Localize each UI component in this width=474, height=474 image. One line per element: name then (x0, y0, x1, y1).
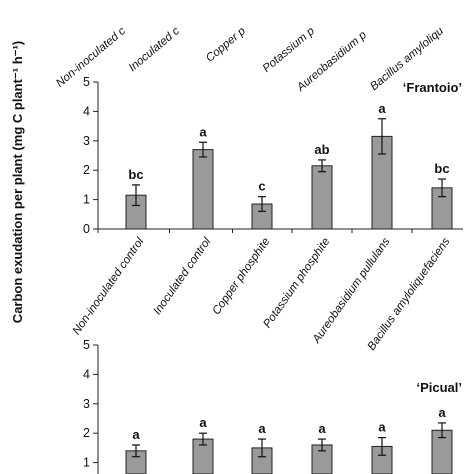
y-tick-label: 4 (83, 104, 90, 118)
top-category-label: Non-inoculated c (54, 25, 128, 90)
y-tick-label: 3 (83, 397, 90, 411)
y-tick-label: 3 (83, 134, 90, 148)
significance-letter: a (318, 421, 326, 436)
significance-letter: ab (314, 142, 329, 157)
y-tick-label: 0 (83, 222, 90, 236)
significance-letter: bc (434, 161, 449, 176)
bar (311, 165, 333, 230)
y-tick-label: 1 (83, 193, 90, 207)
significance-letter: a (199, 415, 207, 430)
y-tick-label: 5 (83, 338, 90, 352)
frantoio-panel: 0 1 2 3 4 5 ‘Frantoio’ bc a c ab a bc Non-inoculated … (71, 75, 463, 353)
bar (192, 149, 214, 230)
category-label: Non-inoculated control (71, 235, 147, 337)
panel-title: ‘Frantoio’ (403, 80, 462, 95)
top-category-label: Potassium p (261, 25, 318, 75)
y-tick-label: 2 (83, 426, 90, 440)
y-axis-label: Carbon exudation per plant (mg C plant⁻¹… (10, 41, 25, 323)
category-label: Inoculated control (152, 235, 214, 317)
top-category-label: Copper p (204, 25, 248, 65)
significance-letter: a (132, 427, 140, 442)
significance-letter: c (258, 179, 265, 194)
y-tick-label: 2 (83, 163, 90, 177)
significance-letter: bc (128, 167, 143, 182)
picual-panel: 1 2 3 4 5 ‘Picual’ a a a a a a (83, 338, 462, 474)
significance-letter: a (438, 405, 446, 420)
category-label: Potassium phosphite (261, 236, 332, 330)
significance-letter: a (378, 420, 386, 435)
y-tick-label: 1 (83, 456, 90, 470)
significance-letter: a (258, 421, 266, 436)
category-label: Copper phosphite (211, 236, 273, 317)
significance-letter: a (378, 101, 386, 116)
y-tick-label: 5 (83, 75, 90, 89)
y-tick-label: 4 (83, 367, 90, 381)
significance-letter: a (199, 124, 207, 139)
panel-title: ‘Picual’ (416, 380, 462, 395)
top-category-label: Inoculated c (127, 25, 182, 74)
